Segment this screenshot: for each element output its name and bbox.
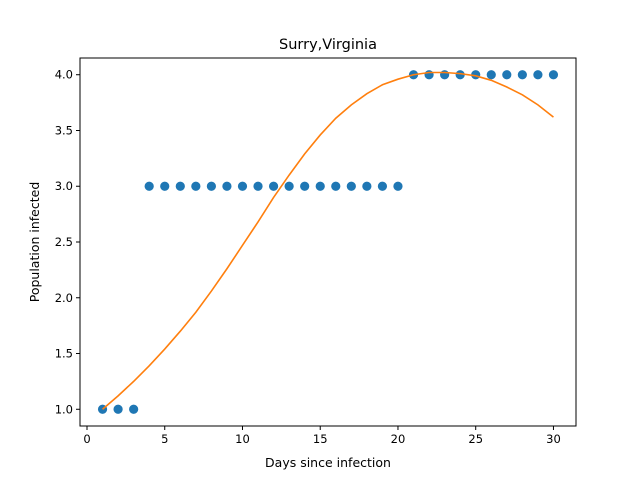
y-tick-label: 4.0 — [55, 68, 73, 82]
x-tick-label: 5 — [161, 432, 168, 446]
scatter-point — [331, 181, 341, 191]
scatter-point — [548, 70, 559, 80]
scatter-point — [346, 181, 356, 191]
scatter-point — [129, 404, 139, 414]
x-tick-label: 25 — [468, 432, 483, 446]
scatter-point — [268, 181, 279, 191]
y-tick-label: 3.5 — [55, 123, 73, 137]
fit-line — [102, 71, 554, 410]
scatter-point — [237, 181, 248, 191]
y-tick-label: 3.0 — [55, 179, 73, 193]
axis-ticks: 0 5 10 15 20 25 30 1.0 1.5 2.0 2.5 3.0 3.5 4.0 — [55, 68, 561, 446]
x-tick-label: 30 — [546, 432, 561, 446]
scatter-point — [253, 181, 263, 191]
scatter-point — [206, 181, 216, 191]
plot-marks — [97, 70, 559, 414]
scatter-point — [222, 181, 232, 191]
chart-title: Surry,Virginia — [279, 37, 377, 53]
scatter-point — [362, 181, 372, 191]
x-tick-label: 10 — [235, 432, 250, 446]
y-tick-label: 1.0 — [55, 402, 73, 416]
scatter-point — [393, 181, 403, 191]
scatter-point — [160, 181, 170, 191]
scatter-point — [455, 70, 465, 80]
scatter-point — [517, 70, 527, 80]
y-tick-label: 2.0 — [55, 291, 73, 305]
x-axis-label: Days since infection — [265, 455, 391, 470]
scatter-point — [533, 70, 543, 80]
scatter-point — [377, 181, 388, 191]
plot-frame — [79, 57, 577, 427]
x-tick-label: 20 — [391, 432, 406, 446]
scatter-point — [284, 181, 294, 191]
scatter-point — [486, 70, 496, 80]
scatter-point — [424, 70, 434, 80]
y-tick-label: 1.5 — [55, 347, 73, 361]
scatter-point — [300, 181, 310, 191]
scatter-point — [440, 70, 450, 80]
scatter-point — [175, 181, 185, 191]
scatter-point — [191, 181, 201, 191]
scatter-point — [315, 181, 325, 191]
scatter-point — [144, 181, 154, 191]
scatter-point — [113, 404, 123, 414]
x-tick-label: 0 — [83, 432, 90, 446]
y-tick-label: 2.5 — [55, 235, 73, 249]
y-axis-label: Population infected — [27, 182, 42, 303]
x-tick-label: 15 — [313, 432, 328, 446]
scatter-point — [502, 70, 512, 80]
